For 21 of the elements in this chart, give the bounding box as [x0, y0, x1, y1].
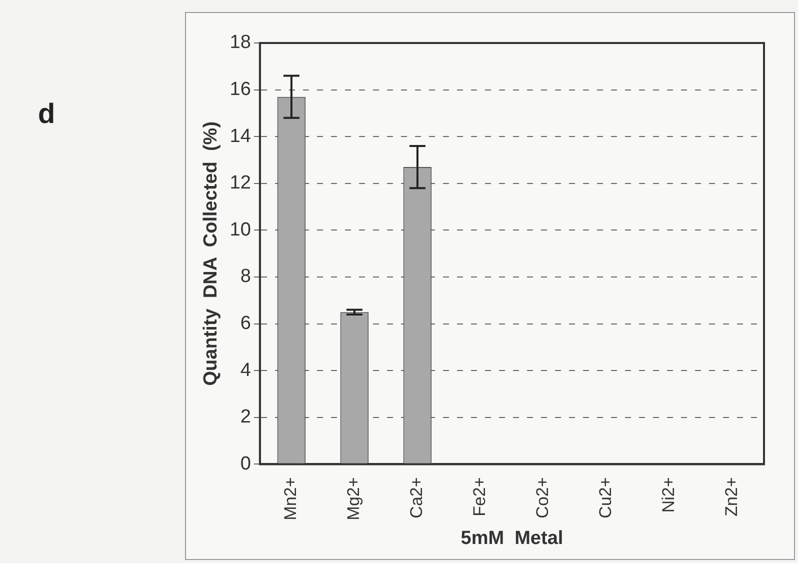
- x-tick-label: Co2+: [533, 477, 552, 518]
- x-axis-title: 5mM Metal: [460, 528, 564, 549]
- x-tick-label: Zn2+: [722, 477, 742, 516]
- y-tick-label: 12: [230, 172, 251, 194]
- x-tick-label: Ni2+: [659, 477, 678, 513]
- y-axis-title: Quantity DNA Collected (%): [200, 121, 222, 386]
- y-tick-label: 10: [230, 219, 251, 240]
- x-tick-label: Cu2+: [596, 477, 616, 518]
- y-tick-label: 6: [240, 313, 251, 334]
- text: d: [38, 98, 56, 130]
- x-tick-label: Fe2+: [470, 477, 490, 516]
- y-tick-label: 16: [230, 79, 251, 100]
- x-tick-label: Ca2+: [407, 477, 426, 518]
- y-tick-label: 4: [240, 360, 252, 381]
- y-tick-label: 0: [240, 453, 251, 474]
- x-tick-label: Mg2+: [344, 477, 364, 520]
- y-tick-label: 18: [230, 32, 251, 54]
- y-tick-label: 2: [240, 406, 251, 428]
- y-tick-label: 14: [230, 126, 252, 147]
- x-tick-label: Mn2+: [281, 477, 300, 520]
- y-tick-label: 8: [240, 266, 251, 288]
